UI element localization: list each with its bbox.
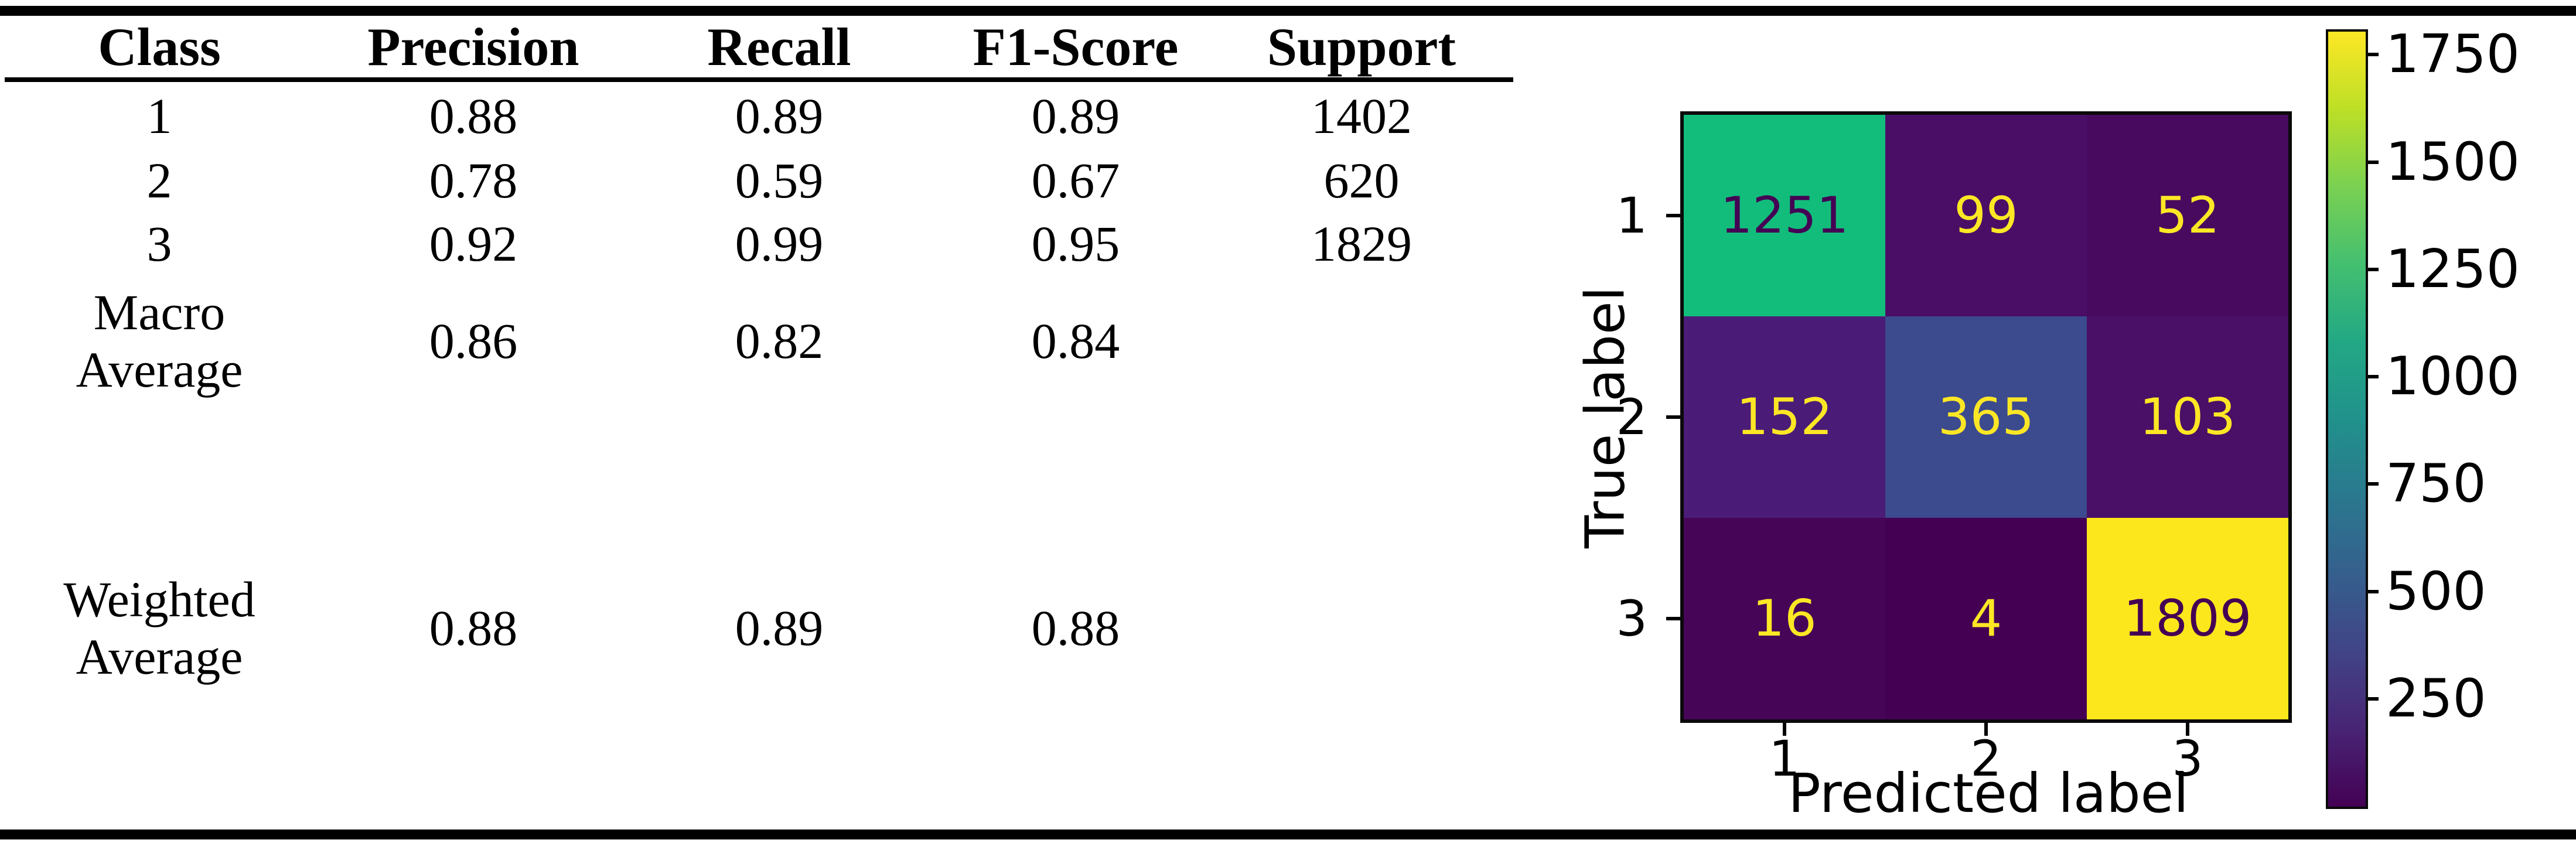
- colorbar-tickmark-1250: [2368, 268, 2379, 271]
- x-tick-label-2: 2: [1970, 730, 2002, 787]
- col-header-f1: F1-Score: [973, 17, 1179, 77]
- macro-label-line1: Macro: [93, 284, 226, 340]
- row3-precision: 0.92: [429, 216, 518, 272]
- y-axis-title: True label: [1574, 286, 1637, 548]
- x-tickmark-2: [1984, 723, 1988, 736]
- macro-label-line2: Average: [76, 342, 243, 398]
- row3-class: 3: [146, 216, 172, 272]
- weighted-precision: 0.88: [429, 600, 518, 656]
- col-header-recall: Recall: [707, 17, 851, 77]
- x-axis-title: Predicted label: [1788, 762, 2189, 825]
- colorbar-tickmark-750: [2368, 482, 2379, 486]
- macro-recall: 0.82: [735, 313, 824, 369]
- y-tickmark-3: [1666, 617, 1680, 620]
- row1-recall: 0.89: [735, 88, 824, 144]
- weighted-label-line2: Average: [76, 629, 243, 685]
- colorbar-label-750: 750: [2386, 453, 2486, 514]
- table-top-rule: [0, 6, 2576, 16]
- y-tickmark-2: [1666, 415, 1680, 419]
- weighted-recall: 0.89: [735, 600, 824, 656]
- y-tick-label-2: 2: [1616, 388, 1647, 446]
- row1-f1: 0.89: [1031, 88, 1120, 144]
- colorbar-gradient: [2326, 29, 2368, 809]
- cm-cell-r1c2: 99: [1885, 115, 2087, 316]
- colorbar-label-1750: 1750: [2386, 23, 2520, 85]
- colorbar-label-1500: 1500: [2386, 131, 2520, 193]
- col-header-class: Class: [98, 17, 221, 77]
- row3-support: 1829: [1311, 216, 1412, 272]
- cm-cell-r3c1: 16: [1684, 518, 1885, 719]
- row3-recall: 0.99: [735, 216, 824, 272]
- row3-f1: 0.95: [1031, 216, 1120, 272]
- y-tickmark-1: [1666, 214, 1680, 217]
- cm-cell-r2c1: 152: [1684, 316, 1885, 518]
- y-tick-label-1: 1: [1616, 187, 1647, 244]
- row2-support: 620: [1323, 152, 1400, 209]
- x-tick-label-1: 1: [1769, 730, 1800, 787]
- row1-class: 1: [146, 88, 172, 144]
- cm-cell-r2c3: 103: [2087, 316, 2288, 518]
- cm-cell-r3c2: 4: [1885, 518, 2087, 719]
- cm-cell-r1c3: 52: [2087, 115, 2288, 316]
- y-tick-label-3: 3: [1616, 590, 1647, 647]
- col-header-support: Support: [1267, 17, 1456, 77]
- table-bottom-rule: [0, 830, 2576, 839]
- colorbar-label-500: 500: [2386, 561, 2486, 622]
- x-tickmark-1: [1783, 723, 1786, 736]
- macro-f1: 0.84: [1031, 313, 1120, 369]
- weighted-label-line1: Weighted: [63, 571, 255, 627]
- colorbar-tickmark-500: [2368, 590, 2379, 593]
- colorbar-label-1000: 1000: [2386, 346, 2520, 407]
- col-header-precision: Precision: [367, 17, 579, 77]
- cm-cell-r3c3: 1809: [2087, 518, 2288, 719]
- cm-cell-r2c2: 365: [1885, 316, 2087, 518]
- weighted-f1: 0.88: [1031, 600, 1120, 656]
- colorbar-tickmark-1500: [2368, 161, 2379, 164]
- row2-f1: 0.67: [1031, 152, 1120, 209]
- row1-support: 1402: [1311, 88, 1412, 144]
- colorbar-tickmark-1000: [2368, 375, 2379, 378]
- cm-cell-r1c1: 1251: [1684, 115, 1885, 316]
- macro-precision: 0.86: [429, 313, 518, 369]
- colorbar-label-250: 250: [2386, 668, 2486, 729]
- x-tick-label-3: 3: [2172, 730, 2203, 787]
- x-tickmark-3: [2186, 723, 2189, 736]
- colorbar-tickmark-250: [2368, 697, 2379, 701]
- row2-recall: 0.59: [735, 152, 824, 209]
- row2-class: 2: [146, 152, 172, 209]
- colorbar-label-1250: 1250: [2386, 238, 2520, 300]
- table-header-rule: [5, 77, 1513, 82]
- colorbar-tickmark-1750: [2368, 53, 2379, 56]
- confusion-matrix-heatmap: 1251 99 52 152 365 103 16 4 1809: [1680, 111, 2292, 723]
- row2-precision: 0.78: [429, 152, 518, 209]
- row1-precision: 0.88: [429, 88, 518, 144]
